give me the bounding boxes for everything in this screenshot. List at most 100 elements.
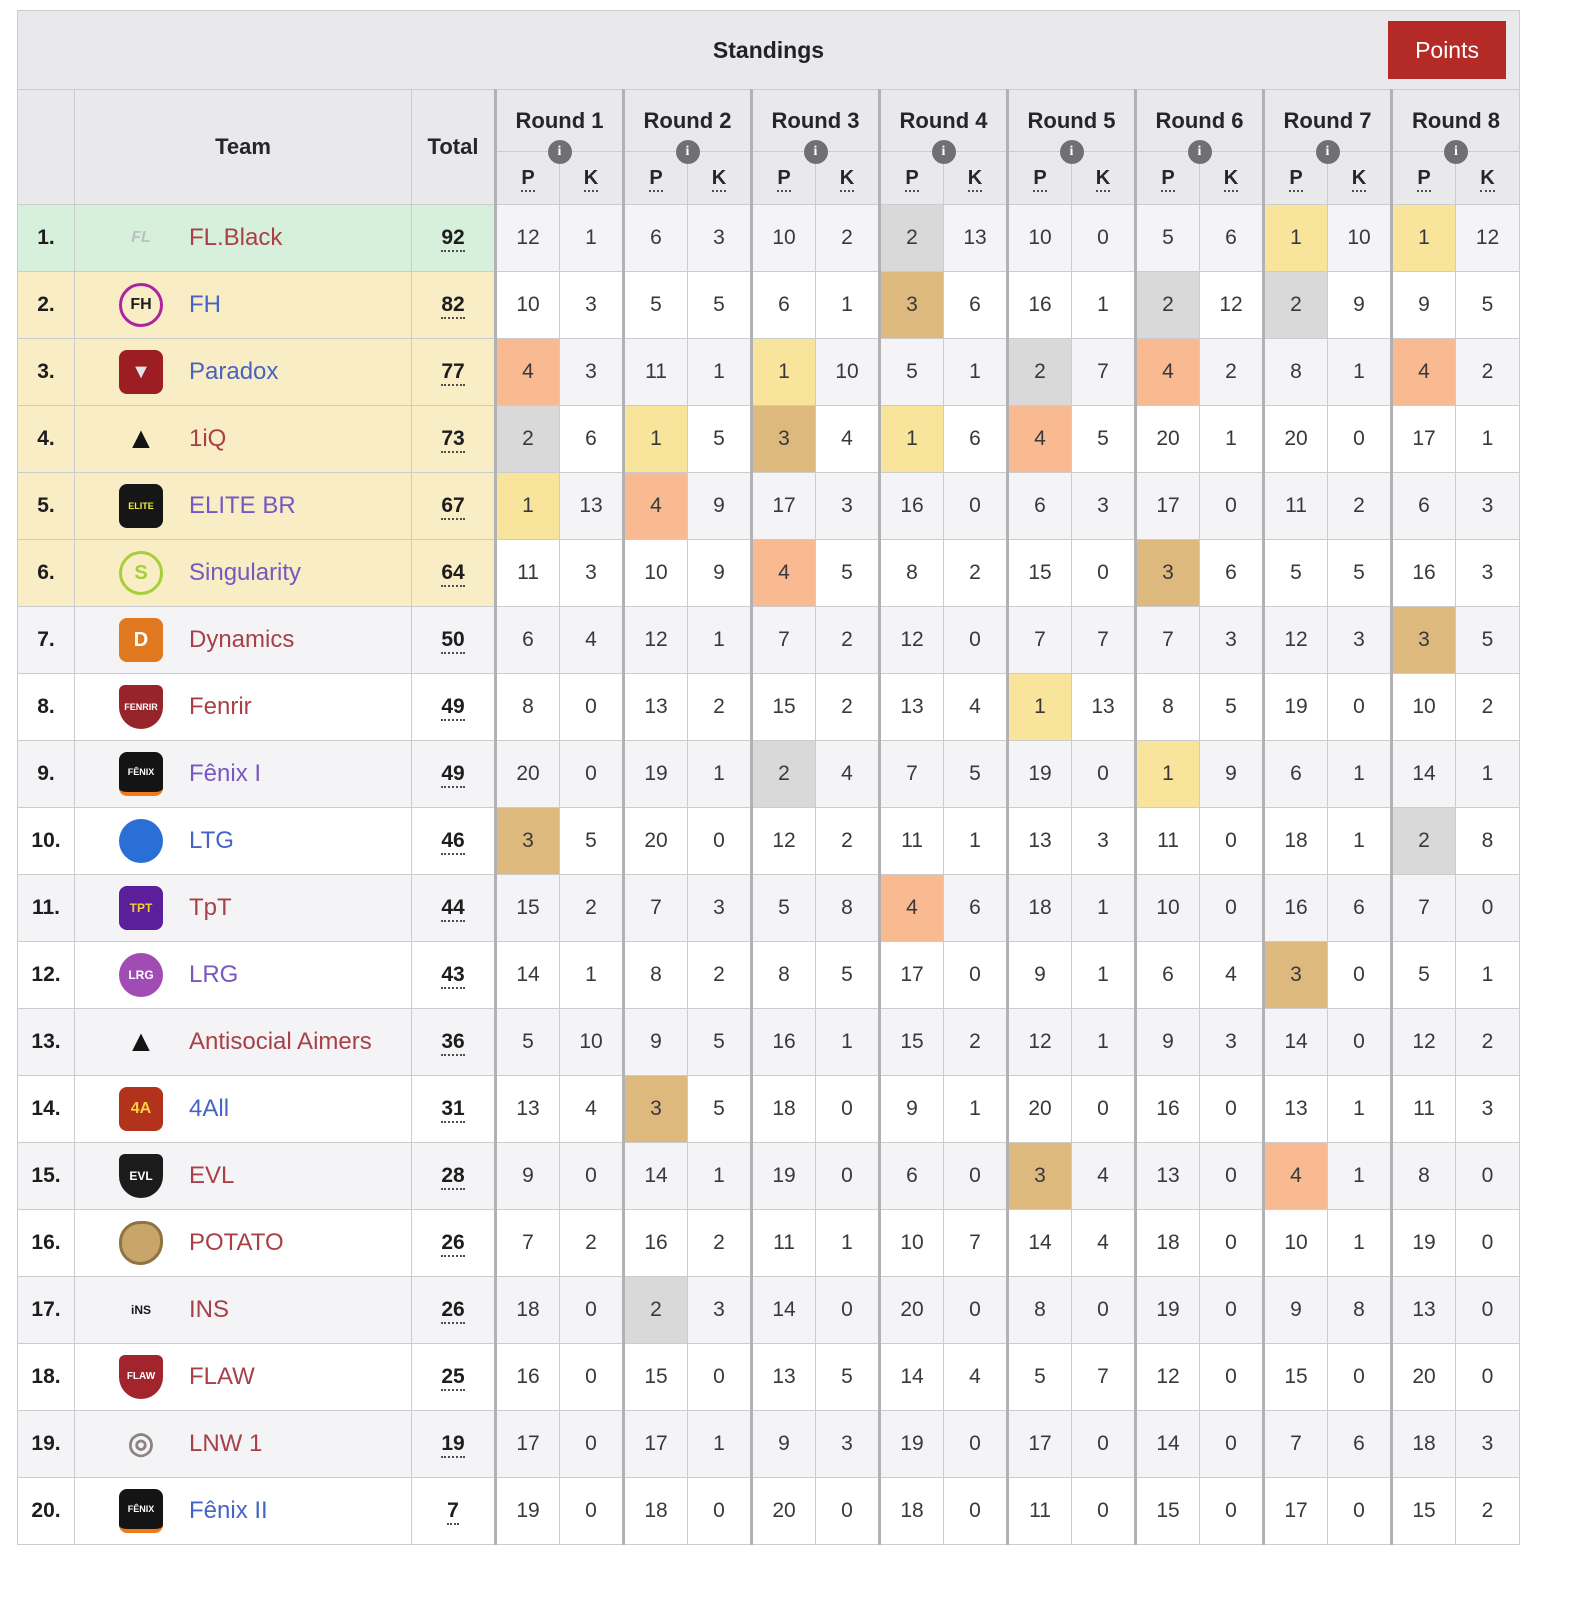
- kills-cell: 0: [1199, 1343, 1264, 1411]
- kills-cell: 0: [943, 941, 1008, 1009]
- placement-column-header[interactable]: P: [521, 166, 535, 192]
- total-points[interactable]: 31: [441, 1097, 465, 1123]
- kills-cell: 4: [1071, 1209, 1136, 1277]
- placement-column-header[interactable]: P: [777, 166, 791, 192]
- placement-cell: 8: [494, 673, 560, 741]
- points-toggle-button[interactable]: Points: [1388, 21, 1506, 79]
- kills-column-header[interactable]: K: [967, 166, 983, 192]
- team-link[interactable]: FLAW: [189, 1363, 255, 1390]
- team-link[interactable]: Fênix II: [189, 1497, 268, 1524]
- kills-column-header[interactable]: K: [839, 166, 855, 192]
- team-link[interactable]: LTG: [189, 827, 234, 854]
- total-points[interactable]: 46: [441, 829, 465, 855]
- info-icon[interactable]: i: [547, 140, 572, 164]
- team-link[interactable]: 1iQ: [189, 425, 227, 452]
- team-link[interactable]: Paradox: [189, 358, 279, 385]
- team-link[interactable]: LRG: [189, 961, 239, 988]
- kills-column-header[interactable]: K: [583, 166, 599, 192]
- placement-cell: 5: [750, 874, 816, 942]
- team-link[interactable]: EVL: [189, 1162, 235, 1189]
- kills-column-header[interactable]: K: [1095, 166, 1111, 192]
- placement-cell: 13: [1134, 1142, 1200, 1210]
- placement-column-header: P: [878, 151, 944, 205]
- standings-body: 1. FL FL.Black 92 12 1 6 3 10 2 2 13 10 0 5 6 1 10 1 12 2. FH…: [17, 204, 1520, 1545]
- total-points[interactable]: 82: [441, 293, 465, 319]
- placement-column-header[interactable]: P: [649, 166, 663, 192]
- placement-cell: 10: [1390, 673, 1456, 741]
- info-icon[interactable]: i: [1444, 140, 1468, 164]
- placement-cell: 16: [1390, 539, 1456, 607]
- team-link[interactable]: Antisocial Aimers: [189, 1028, 372, 1055]
- kills-cell: 4: [559, 606, 624, 674]
- placement-column-header: P: [750, 151, 816, 205]
- team-link[interactable]: Singularity: [189, 559, 302, 586]
- total-points[interactable]: 36: [441, 1030, 465, 1056]
- total-points[interactable]: 67: [441, 494, 465, 520]
- total-points[interactable]: 50: [441, 628, 465, 654]
- info-icon[interactable]: i: [675, 140, 700, 164]
- team-link[interactable]: 4All: [189, 1095, 230, 1122]
- placement-column-header[interactable]: P: [1417, 166, 1431, 192]
- team-link[interactable]: ELITE BR: [189, 492, 296, 519]
- kills-column-header[interactable]: K: [1223, 166, 1239, 192]
- total-points[interactable]: 64: [441, 561, 465, 587]
- info-icon[interactable]: i: [803, 140, 828, 164]
- placement-column-header[interactable]: P: [1033, 166, 1047, 192]
- team-link[interactable]: Fênix I: [189, 760, 262, 787]
- team-link[interactable]: Dynamics: [189, 626, 295, 653]
- total-points[interactable]: 26: [441, 1231, 465, 1257]
- info-icon[interactable]: i: [1187, 140, 1212, 164]
- team-link[interactable]: TpT: [189, 894, 232, 921]
- info-icon[interactable]: i: [1315, 140, 1340, 164]
- kills-cell: 10: [559, 1008, 624, 1076]
- kills-cell: 0: [559, 740, 624, 808]
- rank-cell: 16.: [17, 1209, 75, 1277]
- total-cell: 7: [411, 1477, 496, 1545]
- placement-cell: 10: [1262, 1209, 1328, 1277]
- total-points[interactable]: 28: [441, 1164, 465, 1190]
- total-points[interactable]: 49: [441, 695, 465, 721]
- team-logo: ◎: [127, 1427, 155, 1460]
- total-points[interactable]: 92: [441, 226, 465, 252]
- team-link[interactable]: Fenrir: [189, 693, 252, 720]
- placement-column-header[interactable]: P: [1289, 166, 1303, 192]
- total-points[interactable]: 19: [441, 1432, 465, 1458]
- placement-column-header[interactable]: P: [905, 166, 919, 192]
- kills-column-header[interactable]: K: [711, 166, 727, 192]
- total-points[interactable]: 43: [441, 963, 465, 989]
- placement-cell: 3: [750, 405, 816, 473]
- total-points[interactable]: 26: [441, 1298, 465, 1324]
- kills-cell: 5: [1071, 405, 1136, 473]
- kills-column-header: K: [815, 151, 880, 205]
- placement-cell: 17: [494, 1410, 560, 1478]
- placement-cell: 12: [1006, 1008, 1072, 1076]
- kills-column-header: K: [1199, 151, 1264, 205]
- kills-cell: 0: [1071, 204, 1136, 272]
- team-link[interactable]: FL.Black: [189, 224, 283, 251]
- placement-cell: 10: [878, 1209, 944, 1277]
- kills-column-header[interactable]: K: [1351, 166, 1367, 192]
- team-link[interactable]: FH: [189, 291, 221, 318]
- team-logo: ▲: [126, 1025, 156, 1058]
- placement-column-header[interactable]: P: [1161, 166, 1175, 192]
- kills-cell: 6: [943, 271, 1008, 339]
- kills-column-header: K: [687, 151, 752, 205]
- placement-cell: 6: [1006, 472, 1072, 540]
- info-icon[interactable]: i: [1059, 140, 1084, 164]
- table-row: 19. ◎ LNW 1 19 17 0 17 1 9 3 19 0 17 0 14 0 7 6 18 3: [17, 1410, 1520, 1478]
- total-points[interactable]: 77: [441, 360, 465, 386]
- placement-cell: 10: [1006, 204, 1072, 272]
- table-row: 12. LRG LRG 43 14 1 8 2 8 5 17 0 9 1 6 4 3 0 5 1: [17, 941, 1520, 1009]
- total-column-header: Total: [411, 89, 496, 205]
- total-points[interactable]: 25: [441, 1365, 465, 1391]
- info-icon[interactable]: i: [931, 140, 956, 164]
- team-link[interactable]: LNW 1: [189, 1430, 263, 1457]
- total-cell: 82: [411, 271, 496, 339]
- total-points[interactable]: 49: [441, 762, 465, 788]
- total-points[interactable]: 73: [441, 427, 465, 453]
- total-points[interactable]: 44: [441, 896, 465, 922]
- team-link[interactable]: POTATO: [189, 1229, 284, 1256]
- team-link[interactable]: INS: [189, 1296, 230, 1323]
- total-points[interactable]: 7: [447, 1499, 459, 1525]
- kills-column-header[interactable]: K: [1480, 166, 1495, 192]
